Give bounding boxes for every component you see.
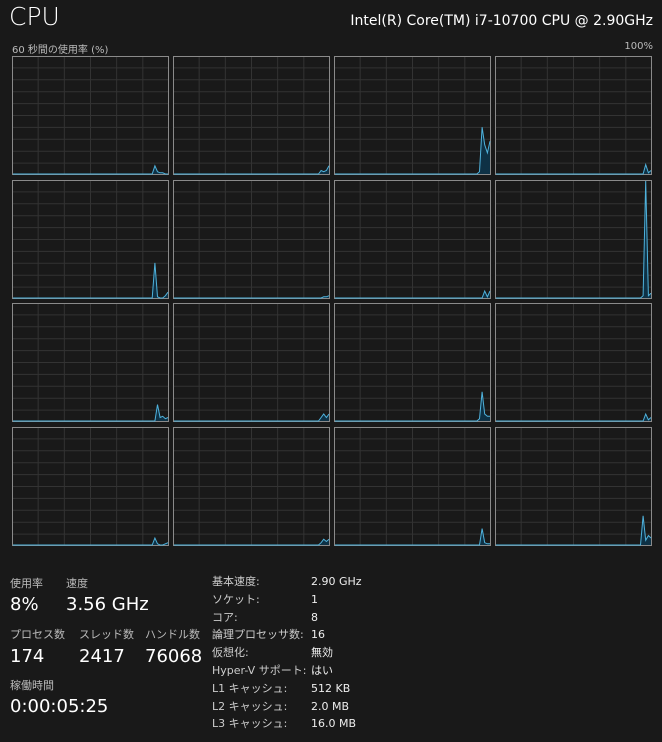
detail-value: 512 KB: [311, 681, 351, 695]
detail-key: Hyper-V サポート:: [212, 663, 307, 677]
cpu-graph-2: [334, 56, 491, 175]
page-title: CPU: [9, 2, 60, 31]
usage-line: [174, 413, 330, 422]
cpu-graph-3: [495, 56, 652, 175]
handles-value: 76068: [145, 646, 203, 667]
detail-key: 論理プロセッサ数:: [212, 628, 304, 642]
threads-value: 2417: [79, 646, 125, 667]
logical-processor-graphs: [12, 56, 653, 548]
cpu-graph-10: [334, 303, 491, 422]
detail-value: 8: [311, 610, 318, 624]
detail-row: 論理プロセッサ数: 16: [212, 626, 362, 644]
detail-row: L2 キャッシュ: 2.0 MB: [212, 698, 362, 716]
usage-line: [496, 515, 652, 546]
detail-row: ソケット: 1: [212, 591, 362, 609]
usage-line: [496, 412, 652, 422]
detail-row: L3 キャッシュ: 16.0 MB: [212, 715, 362, 733]
speed-value: 3.56 GHz: [66, 594, 149, 615]
graph-caption: 60 秒間の使用率 (%): [12, 45, 109, 56]
speed-label: 速度: [66, 577, 88, 590]
cpu-graph-4: [12, 180, 169, 299]
detail-row: L1 キャッシュ: 512 KB: [212, 680, 362, 698]
cpu-details: 基本速度: 2.90 GHz ソケット: 1 コア: 8 論理プロセッサ数: 16 仮想化: 無効…: [212, 573, 362, 733]
cpu-graph-12: [12, 427, 169, 546]
detail-key: L3 キャッシュ:: [212, 717, 288, 731]
usage-line: [496, 180, 652, 299]
detail-value: 2.90 GHz: [311, 575, 362, 588]
usage-line: [335, 391, 490, 422]
graph-max-label: 100%: [624, 41, 653, 52]
detail-value: 無効: [311, 646, 333, 660]
processes-label: プロセス数: [10, 628, 65, 641]
detail-key: ソケット:: [212, 592, 260, 606]
detail-value: 2.0 MB: [311, 699, 350, 713]
usage-line: [335, 289, 491, 299]
detail-row: Hyper-V サポート: はい: [212, 662, 362, 680]
usage-line: [13, 536, 169, 546]
cpu-graph-0: [12, 56, 169, 175]
usage-value: 8%: [10, 594, 39, 615]
usage-line: [13, 404, 169, 422]
detail-value: 16: [311, 628, 325, 642]
detail-key: L1 キャッシュ:: [212, 681, 288, 695]
cpu-graph-13: [173, 427, 330, 546]
cpu-graph-6: [334, 180, 491, 299]
cpu-graph-8: [12, 303, 169, 422]
cpu-graph-1: [173, 56, 330, 175]
uptime-value: 0:00:05:25: [10, 696, 109, 717]
usage-line: [174, 295, 330, 299]
cpu-graph-5: [173, 180, 330, 299]
cpu-graph-11: [495, 303, 652, 422]
uptime-label: 稼働時間: [10, 679, 54, 692]
cpu-graph-7: [495, 180, 652, 299]
processes-value: 174: [10, 646, 45, 667]
usage-line: [174, 538, 330, 546]
detail-key: 仮想化:: [212, 646, 249, 660]
detail-key: 基本速度:: [212, 575, 260, 588]
detail-key: L2 キャッシュ:: [212, 699, 288, 713]
cpu-model: Intel(R) Core(TM) i7-10700 CPU @ 2.90GHz: [350, 13, 653, 29]
cpu-graph-15: [495, 427, 652, 546]
detail-row: 仮想化: 無効: [212, 644, 362, 662]
usage-line: [13, 164, 168, 175]
usage-label: 使用率: [10, 577, 43, 590]
threads-label: スレッド数: [79, 628, 134, 641]
detail-row: 基本速度: 2.90 GHz: [212, 573, 362, 591]
cpu-graph-9: [173, 303, 330, 422]
handles-label: ハンドル数: [145, 628, 200, 641]
usage-line: [335, 528, 490, 546]
usage-line: [335, 127, 491, 175]
cpu-graph-14: [334, 427, 491, 546]
detail-row: コア: 8: [212, 609, 362, 627]
detail-value: はい: [311, 663, 333, 677]
usage-line: [13, 262, 169, 299]
detail-value: 16.0 MB: [311, 717, 357, 731]
usage-line: [174, 165, 330, 175]
detail-value: 1: [311, 592, 318, 606]
usage-line: [496, 162, 652, 175]
detail-key: コア:: [212, 610, 238, 624]
